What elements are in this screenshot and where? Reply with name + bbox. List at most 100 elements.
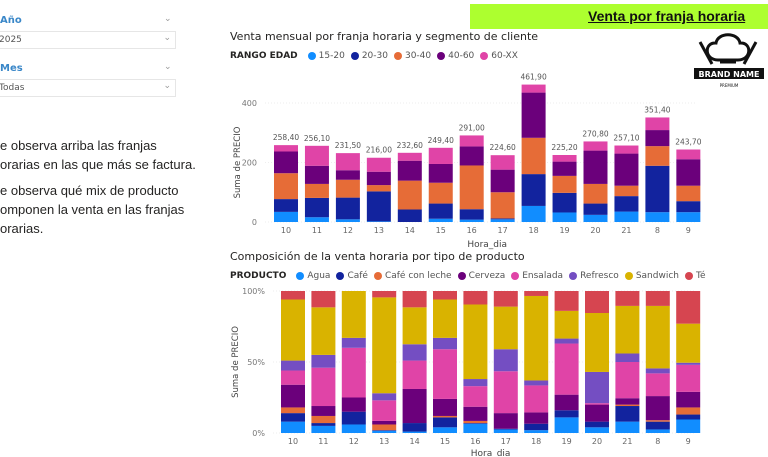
x-tick-label: 20 (592, 437, 602, 446)
x-tick-label: 15 (440, 437, 450, 446)
bar-segment-cerveza (311, 406, 336, 416)
x-tick-label: 12 (343, 226, 353, 235)
x-tick-label: 14 (405, 226, 415, 235)
bar-segment-60-xx (583, 141, 608, 151)
bar-segment-30-40 (274, 173, 298, 200)
chevron-down-icon[interactable]: ⌄ (164, 62, 172, 72)
legend-item[interactable]: Ensalada (522, 271, 564, 281)
bar-segment-té (676, 291, 701, 324)
legend-item[interactable]: 40-60 (448, 51, 475, 61)
bar-segment-60-xx (552, 155, 577, 162)
legend-item[interactable]: Agua (307, 271, 331, 281)
bar-segment-cerveza (402, 388, 427, 424)
bar-segment-20-30 (490, 218, 515, 220)
legend-item[interactable]: Té (695, 271, 706, 281)
legend-item[interactable]: Café con leche (384, 271, 452, 281)
bar-segment-30-40 (490, 192, 515, 219)
bar-segment-60-xx (366, 157, 391, 172)
chef-hat-icon (705, 33, 751, 62)
bar-segment-20-30 (676, 201, 701, 213)
bar-segment-café (281, 413, 305, 422)
y-tick-label: 0% (252, 429, 265, 438)
bar-segment-30-40 (335, 179, 360, 198)
bar-segment-20-30 (645, 165, 670, 213)
legend-item[interactable]: 15-20 (318, 51, 345, 61)
bar-segment-sandwich (433, 299, 457, 338)
legend-marker (350, 52, 359, 60)
chevron-down-icon[interactable]: ⌄ (164, 14, 172, 24)
bar-segment-café-con-leche (676, 407, 701, 415)
bar-segment-té (585, 291, 609, 314)
y-axis-title: Suma de PRECIO (233, 126, 243, 198)
note-1: e observa arriba las franjas orarias en … (0, 136, 196, 174)
data-label-total: 461,90 (520, 73, 546, 82)
slicer-month-label: Mes (0, 63, 23, 74)
bar-segment-agua (585, 427, 609, 433)
x-tick-label: 21 (621, 226, 631, 235)
bar-segment-agua (433, 427, 457, 433)
bar-segment-refresco (493, 349, 518, 372)
bar-segment-café-con-leche (372, 424, 397, 431)
bar-segment-15-20 (335, 219, 360, 222)
x-tick-label: 11 (312, 226, 322, 235)
bar-segment-ensalada (372, 400, 397, 421)
bar-segment-cerveza (281, 384, 305, 408)
logo-subtext: PREMIUM (720, 83, 739, 88)
bar-segment-15-20 (614, 211, 639, 222)
bar-segment-refresco (554, 338, 579, 344)
x-tick-label: 12 (349, 437, 359, 446)
legend-item[interactable]: 60-XX (491, 51, 518, 61)
bar-segment-ensalada (341, 347, 366, 398)
bar-segment-15-20 (552, 212, 577, 222)
bar-segment-café-con-leche (645, 420, 670, 422)
slicer-year-dropdown[interactable]: 2025 ⌄ (0, 31, 176, 49)
bar-segment-cerveza (493, 413, 518, 429)
chart1-plot: 0 200 400 Suma de PRECIO Hora_dia 10 258,40 11 2… (233, 73, 702, 250)
bar-segment-40-60 (583, 150, 608, 184)
chart1-legend: RANGO EDAD 15-20 20-30 30-40 40-60 60-XX (230, 51, 518, 61)
bar-segment-ensalada (281, 370, 305, 385)
bar-segment-15-20 (274, 211, 298, 222)
bar-segment-60-xx (335, 153, 360, 171)
bar-segment-té (524, 291, 549, 296)
note-line: orarias en las que más se factura. (0, 157, 196, 172)
bar-segment-café (433, 417, 457, 428)
bar-segment-40-60 (366, 171, 391, 186)
legend-item[interactable]: 20-30 (361, 51, 388, 61)
bar-segment-sandwich (676, 323, 701, 363)
bar-segment-café (402, 423, 427, 432)
bar-segment-sandwich (281, 299, 305, 361)
bar-segment-ensalada (463, 386, 488, 407)
bar-segment-ensalada (311, 367, 336, 407)
bar-segment-café-con-leche (281, 407, 305, 414)
bar-segment-cerveza (585, 404, 609, 422)
slicer-month-dropdown[interactable]: Todas ⌄ (0, 79, 176, 97)
legend-item[interactable]: Cerveza (468, 271, 506, 281)
slicer-year-value: 2025 (0, 35, 22, 45)
bar-segment-café-con-leche (311, 415, 336, 424)
legend-item[interactable]: Sandwich (635, 271, 679, 281)
bar-segment-20-30 (583, 203, 608, 215)
bar-segment-20-30 (366, 191, 391, 222)
bar-segment-20-30 (274, 199, 298, 212)
bar-segment-agua (341, 424, 366, 433)
bar-segment-refresco (402, 344, 427, 361)
bar-segment-30-40 (428, 182, 453, 204)
bar-segment-40-60 (428, 163, 453, 183)
bar-segment-refresco (585, 371, 609, 404)
x-tick-label: 20 (590, 226, 600, 235)
bar-segment-agua (524, 430, 549, 433)
legend-item[interactable]: Refresco (580, 271, 619, 281)
bar-segment-café (341, 411, 366, 425)
slicer-month-value: Todas (0, 83, 25, 93)
legend-item[interactable]: 30-40 (404, 51, 432, 61)
data-label-total: 256,10 (304, 134, 330, 143)
bar-segment-60-xx (614, 145, 639, 154)
bar-segment-15-20 (521, 205, 546, 222)
data-label-total: 351,40 (644, 105, 670, 114)
legend-item[interactable]: Café (347, 271, 368, 281)
x-tick-label: 16 (467, 226, 477, 235)
bar-segment-60-xx (304, 145, 329, 166)
bar-segment-60-xx (645, 117, 670, 131)
x-tick-label: 18 (529, 226, 539, 235)
